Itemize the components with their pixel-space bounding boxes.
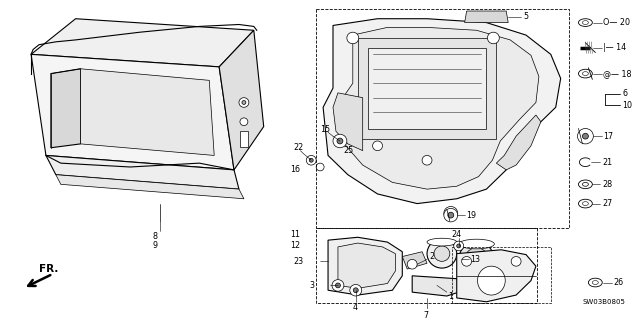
Text: 17: 17	[604, 132, 613, 141]
Polygon shape	[81, 69, 214, 156]
Polygon shape	[51, 69, 81, 148]
Circle shape	[337, 138, 343, 144]
Circle shape	[240, 118, 248, 125]
Text: 22: 22	[293, 143, 303, 152]
Circle shape	[434, 246, 450, 261]
Polygon shape	[457, 250, 536, 302]
Ellipse shape	[459, 239, 494, 249]
Circle shape	[582, 133, 588, 139]
Text: 19: 19	[467, 211, 477, 220]
Ellipse shape	[579, 19, 593, 27]
Polygon shape	[343, 28, 539, 189]
Bar	[452, 247, 551, 303]
Circle shape	[347, 32, 359, 44]
Text: 21: 21	[602, 158, 612, 167]
Text: 13: 13	[470, 255, 481, 264]
Circle shape	[448, 212, 454, 218]
Circle shape	[511, 257, 521, 266]
Text: 27: 27	[602, 199, 612, 208]
Bar	[240, 132, 248, 147]
Text: 12: 12	[290, 242, 300, 251]
Text: 9: 9	[153, 242, 158, 251]
Polygon shape	[31, 54, 234, 170]
Text: 15: 15	[320, 125, 330, 134]
Text: 3: 3	[309, 281, 314, 290]
Text: 6: 6	[622, 89, 627, 98]
Text: 23: 23	[293, 257, 303, 266]
Text: O— 20: O— 20	[604, 18, 630, 27]
Text: 4: 4	[353, 303, 358, 312]
Circle shape	[427, 239, 457, 268]
Text: 8: 8	[153, 232, 158, 241]
Ellipse shape	[477, 266, 505, 295]
Circle shape	[372, 141, 383, 151]
Polygon shape	[56, 175, 244, 199]
Circle shape	[448, 210, 454, 216]
Circle shape	[335, 283, 340, 288]
Ellipse shape	[588, 278, 602, 287]
Circle shape	[239, 98, 249, 107]
Circle shape	[242, 100, 246, 104]
Polygon shape	[465, 11, 508, 23]
Circle shape	[577, 129, 593, 144]
Polygon shape	[328, 237, 403, 295]
Polygon shape	[323, 19, 561, 204]
Circle shape	[444, 206, 458, 220]
Text: FR.: FR.	[39, 264, 58, 274]
Text: 10: 10	[622, 101, 632, 110]
Text: SW03B0805: SW03B0805	[582, 299, 625, 305]
Ellipse shape	[579, 69, 593, 78]
Circle shape	[422, 156, 432, 165]
Bar	[367, 48, 486, 130]
Ellipse shape	[582, 182, 588, 186]
Ellipse shape	[579, 180, 593, 189]
Polygon shape	[412, 276, 465, 296]
Circle shape	[488, 32, 499, 44]
Circle shape	[332, 280, 344, 291]
Circle shape	[465, 248, 488, 271]
Text: 7: 7	[423, 311, 428, 320]
Ellipse shape	[582, 72, 588, 76]
Ellipse shape	[579, 199, 593, 208]
Text: |— 14: |— 14	[604, 43, 627, 52]
Text: 11: 11	[291, 230, 300, 239]
Ellipse shape	[582, 202, 588, 205]
Text: 5: 5	[523, 12, 528, 21]
Circle shape	[307, 156, 316, 165]
Circle shape	[461, 257, 472, 266]
Ellipse shape	[582, 21, 588, 25]
Text: @— 18: @— 18	[604, 69, 632, 78]
Text: 26: 26	[613, 278, 623, 287]
Text: 1: 1	[448, 292, 453, 300]
Circle shape	[316, 163, 324, 171]
Text: 24: 24	[452, 230, 462, 239]
Text: 2: 2	[429, 252, 434, 261]
Bar	[358, 38, 497, 139]
Circle shape	[407, 260, 417, 269]
Text: 28: 28	[602, 180, 612, 189]
Circle shape	[350, 284, 362, 296]
Circle shape	[459, 242, 494, 277]
Polygon shape	[31, 19, 254, 67]
Bar	[316, 228, 537, 303]
Polygon shape	[333, 93, 363, 151]
Ellipse shape	[593, 281, 598, 284]
Polygon shape	[46, 156, 239, 189]
Polygon shape	[403, 252, 427, 269]
Polygon shape	[497, 115, 541, 170]
Circle shape	[454, 241, 463, 251]
Ellipse shape	[427, 238, 457, 246]
Circle shape	[457, 244, 461, 248]
Polygon shape	[338, 243, 396, 288]
Bar	[316, 9, 568, 228]
Circle shape	[444, 208, 458, 222]
Text: 25: 25	[343, 146, 353, 155]
Text: 16: 16	[291, 165, 300, 174]
Circle shape	[309, 158, 313, 162]
Circle shape	[333, 134, 347, 148]
Circle shape	[353, 288, 358, 293]
Polygon shape	[219, 30, 264, 170]
